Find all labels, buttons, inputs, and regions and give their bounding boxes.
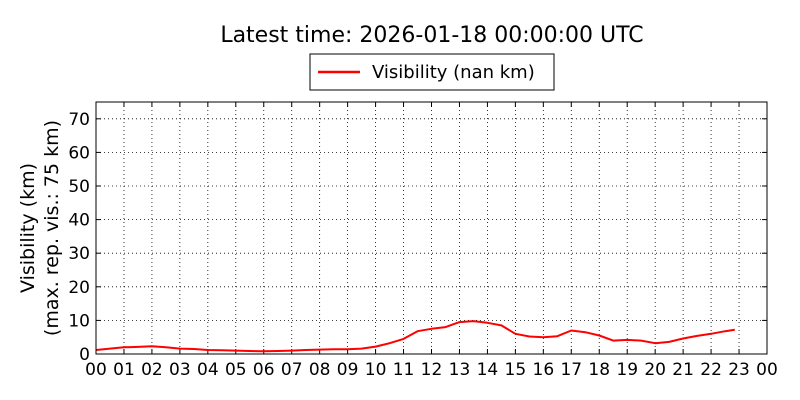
y-tick-label: 40 bbox=[68, 211, 90, 231]
x-tick-label: 09 bbox=[337, 360, 359, 380]
axes-frame bbox=[95, 101, 768, 355]
grid bbox=[95, 102, 768, 355]
y-tick-label: 60 bbox=[68, 143, 90, 163]
x-tick-label: 22 bbox=[700, 360, 722, 380]
visibility-series-line bbox=[95, 320, 735, 353]
y-tick-label: 10 bbox=[68, 311, 90, 331]
x-tick-label: 10 bbox=[365, 360, 387, 380]
y-tick-label: 0 bbox=[79, 345, 90, 365]
y-axis: 0 10 20 30 40 50 60 70 bbox=[68, 110, 767, 365]
x-tick-label: 00 bbox=[85, 360, 107, 380]
x-axis: 00 01 02 03 04 05 06 07 08 09 10 11 12 13 14 15 16 17 18 19… bbox=[85, 102, 778, 380]
x-tick-label: 05 bbox=[225, 360, 247, 380]
x-tick-label: 07 bbox=[281, 360, 303, 380]
x-tick-label: 04 bbox=[197, 360, 219, 380]
x-tick-label: 14 bbox=[477, 360, 499, 380]
x-tick-label: 13 bbox=[449, 360, 471, 380]
x-tick-label: 06 bbox=[253, 360, 275, 380]
y-tick-label: 30 bbox=[68, 244, 90, 264]
x-tick-label: 19 bbox=[616, 360, 638, 380]
x-tick-label: 20 bbox=[644, 360, 666, 380]
x-tick-label: 21 bbox=[672, 360, 694, 380]
x-tick-label: 15 bbox=[505, 360, 527, 380]
y-tick-label: 50 bbox=[68, 177, 90, 197]
y-tick-label: 70 bbox=[68, 110, 90, 130]
y-tick-label: 20 bbox=[68, 278, 90, 298]
y-axis-label: Visibility (km) bbox=[17, 163, 39, 293]
x-tick-label: 16 bbox=[533, 360, 555, 380]
x-tick-label: 11 bbox=[393, 360, 415, 380]
legend: Visibility (nan km) bbox=[309, 53, 555, 91]
x-tick-label: 01 bbox=[113, 360, 135, 380]
legend-label: Visibility (nan km) bbox=[372, 62, 535, 83]
x-tick-label: 08 bbox=[309, 360, 331, 380]
y-axis-label-secondary: (max. rep. vis.: 75 km) bbox=[41, 120, 63, 336]
x-tick-label: 23 bbox=[728, 360, 750, 380]
x-tick-label: 17 bbox=[560, 360, 582, 380]
x-tick-label: 18 bbox=[588, 360, 610, 380]
x-tick-label: 03 bbox=[169, 360, 191, 380]
plot-area bbox=[95, 320, 735, 353]
x-tick-label: 02 bbox=[141, 360, 163, 380]
x-tick-label: 00 bbox=[756, 360, 778, 380]
x-tick-label: 12 bbox=[421, 360, 443, 380]
chart-title: Latest time: 2026-01-18 00:00:00 UTC bbox=[220, 23, 643, 48]
